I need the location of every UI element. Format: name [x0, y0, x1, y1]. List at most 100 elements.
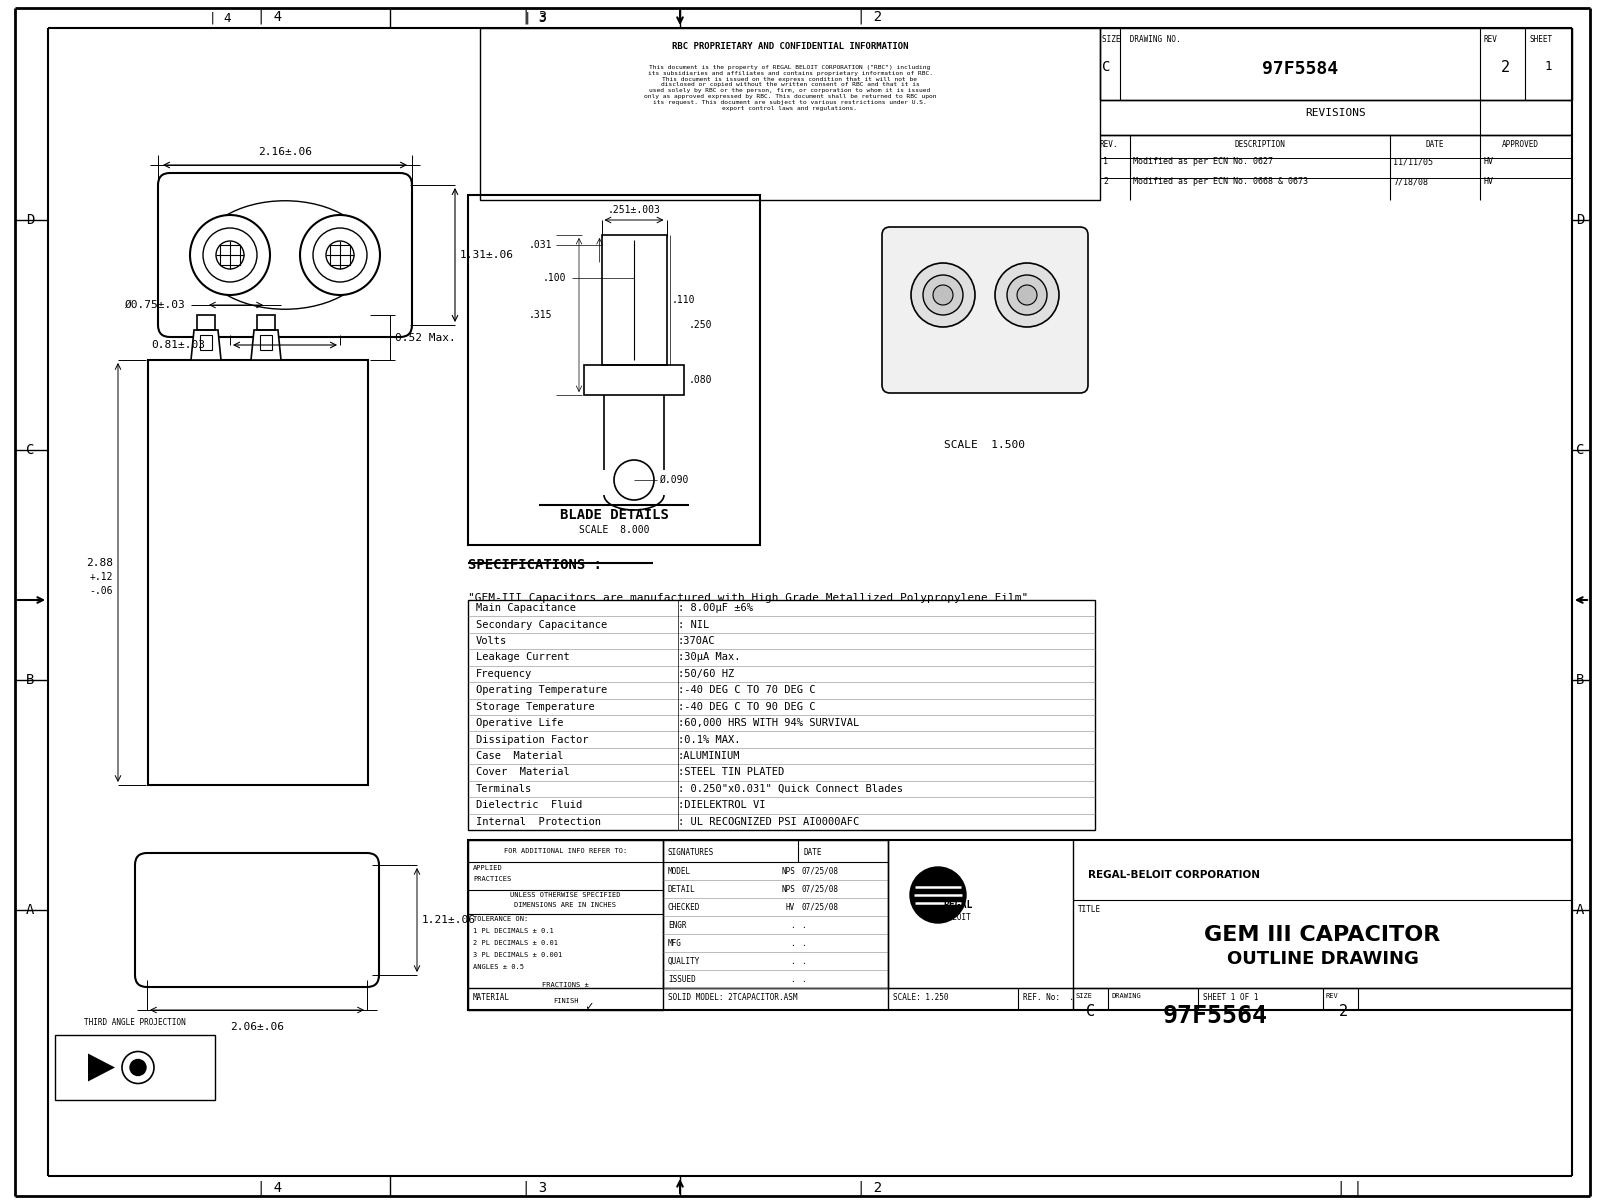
Polygon shape	[251, 330, 282, 360]
Text: QUALITY: QUALITY	[669, 956, 701, 966]
Text: SCALE  8.000: SCALE 8.000	[579, 525, 650, 535]
Text: 97F5564: 97F5564	[1163, 1004, 1267, 1028]
Text: SCALE: 1.250: SCALE: 1.250	[893, 993, 949, 1003]
Text: FOR ADDITIONAL INFO REFER TO:: FOR ADDITIONAL INFO REFER TO:	[504, 848, 627, 854]
Text: MFG: MFG	[669, 938, 682, 948]
Circle shape	[122, 1051, 154, 1084]
Text: 7/18/08: 7/18/08	[1394, 177, 1429, 187]
Text: :STEEL TIN PLATED: :STEEL TIN PLATED	[678, 767, 784, 778]
Bar	[662, 840, 888, 988]
Text: :ALUMINIUM: :ALUMINIUM	[678, 751, 741, 761]
Text: REGAL-BELOIT CORPORATION: REGAL-BELOIT CORPORATION	[1088, 870, 1261, 880]
Circle shape	[203, 228, 258, 282]
FancyBboxPatch shape	[158, 173, 413, 337]
Text: REGAL: REGAL	[942, 901, 973, 910]
Text: :50/60 HZ: :50/60 HZ	[678, 669, 734, 679]
Text: Volts: Volts	[477, 636, 507, 647]
Text: 07/25/08: 07/25/08	[802, 885, 838, 893]
Text: | 3: | 3	[523, 12, 546, 24]
Text: B: B	[1576, 673, 1584, 687]
Circle shape	[190, 216, 270, 295]
Text: | 2: | 2	[858, 10, 883, 24]
Text: Ø.090: Ø.090	[659, 476, 688, 485]
Bar	[584, 365, 685, 395]
Text: : NIL: : NIL	[678, 620, 709, 630]
Circle shape	[910, 867, 966, 923]
Text: Dissipation Factor: Dissipation Factor	[477, 734, 589, 744]
Text: .250: .250	[690, 320, 712, 330]
Text: PRACTICES: PRACTICES	[474, 877, 512, 883]
Text: This document is the property of REGAL BELOIT CORPORATION ("RBC") including
its : This document is the property of REGAL B…	[643, 65, 936, 111]
Circle shape	[326, 241, 354, 268]
Bar	[200, 335, 211, 350]
Text: 07/25/08: 07/25/08	[802, 903, 838, 911]
Text: .080: .080	[690, 374, 712, 385]
Text: 1: 1	[1102, 158, 1107, 166]
Bar	[54, 1035, 214, 1100]
Text: +.12: +.12	[90, 572, 114, 583]
Text: Terminals: Terminals	[477, 784, 533, 793]
Text: 2.88: 2.88	[86, 557, 114, 567]
Text: Internal  Protection: Internal Protection	[477, 816, 602, 827]
Text: | 4: | 4	[258, 10, 283, 24]
Text: MODEL: MODEL	[669, 867, 691, 875]
Text: 97F5584: 97F5584	[1262, 60, 1338, 78]
Text: APPLIED: APPLIED	[474, 864, 502, 870]
Text: .: .	[790, 921, 795, 929]
Circle shape	[216, 241, 243, 268]
Bar	[259, 335, 272, 350]
Text: Frequency: Frequency	[477, 669, 533, 679]
Text: Cover  Material: Cover Material	[477, 767, 570, 778]
Text: APPROVED: APPROVED	[1501, 140, 1539, 149]
Text: 0.52 Max.: 0.52 Max.	[395, 334, 456, 343]
Text: 1.31±.06: 1.31±.06	[461, 250, 514, 260]
Text: BELOIT: BELOIT	[942, 913, 971, 921]
Text: | 3: | 3	[523, 1181, 547, 1196]
Text: .: .	[802, 921, 806, 929]
Text: .: .	[802, 938, 806, 948]
Text: REV: REV	[1326, 993, 1339, 999]
Text: SHEET 1 OF 1: SHEET 1 OF 1	[1203, 993, 1259, 1003]
Text: HV: HV	[1483, 177, 1493, 187]
Circle shape	[130, 1060, 146, 1075]
Text: 1: 1	[1544, 60, 1552, 73]
Text: B: B	[26, 673, 34, 687]
FancyBboxPatch shape	[134, 852, 379, 987]
Text: REVISIONS: REVISIONS	[1306, 108, 1366, 118]
Text: DATE: DATE	[1426, 140, 1445, 149]
Bar	[480, 28, 1101, 200]
Text: Secondary Capacitance: Secondary Capacitance	[477, 620, 608, 630]
Text: SIGNATURES: SIGNATURES	[669, 848, 714, 857]
Text: 11/11/05: 11/11/05	[1394, 158, 1434, 166]
Text: GEM III CAPACITOR: GEM III CAPACITOR	[1205, 925, 1440, 945]
Text: SCALE  1.500: SCALE 1.500	[944, 439, 1026, 450]
Text: Modified as per ECN No. 0627: Modified as per ECN No. 0627	[1133, 158, 1274, 166]
Text: : 0.250"x0.031" Quick Connect Blades: : 0.250"x0.031" Quick Connect Blades	[678, 784, 902, 793]
Bar	[330, 244, 350, 265]
Polygon shape	[88, 1054, 115, 1081]
Text: 2: 2	[1339, 1004, 1347, 1019]
Text: 1.21±.06: 1.21±.06	[422, 915, 477, 925]
Text: 07/25/08: 07/25/08	[802, 867, 838, 875]
Bar	[602, 235, 667, 365]
Text: SOLID MODEL: 2TCAPACITOR.ASM: SOLID MODEL: 2TCAPACITOR.ASM	[669, 993, 797, 1003]
Text: :-40 DEG C TO 70 DEG C: :-40 DEG C TO 70 DEG C	[678, 685, 816, 696]
Text: NPS: NPS	[781, 867, 795, 875]
Text: :DIELEKTROL VI: :DIELEKTROL VI	[678, 801, 765, 810]
Text: HV: HV	[1483, 158, 1493, 166]
Bar	[467, 840, 662, 1010]
Text: REF. No:  .: REF. No: .	[1022, 993, 1074, 1003]
Text: NPS: NPS	[781, 885, 795, 893]
Circle shape	[1006, 275, 1046, 315]
Text: : UL RECOGNIZED PSI AI0000AFC: : UL RECOGNIZED PSI AI0000AFC	[678, 816, 859, 827]
Text: A: A	[1576, 903, 1584, 917]
Text: FRACTIONS ±: FRACTIONS ±	[542, 982, 589, 988]
Text: DATE: DATE	[803, 848, 821, 857]
Bar	[467, 600, 1094, 830]
Text: A: A	[26, 903, 34, 917]
Circle shape	[933, 285, 954, 305]
Text: MATERIAL: MATERIAL	[474, 993, 510, 1003]
Text: 0.81±.03: 0.81±.03	[150, 340, 205, 350]
Text: ✓: ✓	[586, 1001, 594, 1013]
Bar	[197, 315, 214, 330]
